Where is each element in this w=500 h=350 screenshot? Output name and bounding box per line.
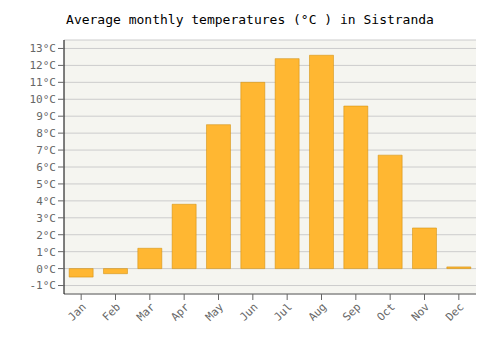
- svg-text:13°C: 13°C: [30, 42, 57, 55]
- svg-text:Apr: Apr: [169, 300, 193, 324]
- svg-text:12°C: 12°C: [30, 59, 57, 72]
- svg-text:0°C: 0°C: [36, 263, 56, 276]
- svg-text:6°C: 6°C: [36, 161, 56, 174]
- svg-text:-1°C: -1°C: [30, 279, 57, 292]
- svg-text:11°C: 11°C: [30, 76, 57, 89]
- svg-text:Sep: Sep: [340, 300, 363, 323]
- svg-text:3°C: 3°C: [36, 212, 56, 225]
- svg-text:Aug: Aug: [306, 300, 329, 323]
- svg-text:1°C: 1°C: [36, 246, 56, 259]
- svg-text:2°C: 2°C: [36, 229, 56, 242]
- svg-text:Nov: Nov: [409, 300, 433, 324]
- svg-text:9°C: 9°C: [36, 110, 56, 123]
- svg-text:10°C: 10°C: [30, 93, 57, 106]
- svg-text:May: May: [203, 300, 227, 324]
- svg-text:Feb: Feb: [100, 300, 123, 323]
- svg-text:4°C: 4°C: [36, 195, 56, 208]
- svg-text:Jul: Jul: [272, 300, 295, 323]
- svg-text:7°C: 7°C: [36, 144, 56, 157]
- svg-text:8°C: 8°C: [36, 127, 56, 140]
- svg-text:Oct: Oct: [375, 300, 398, 323]
- svg-text:5°C: 5°C: [36, 178, 56, 191]
- svg-text:Jun: Jun: [237, 300, 260, 323]
- svg-text:Jan: Jan: [66, 300, 89, 323]
- svg-text:Dec: Dec: [443, 300, 466, 323]
- svg-text:Mar: Mar: [134, 300, 158, 324]
- html-text:Average monthly temperatures (: Average monthly temperatures (°C ) in Si…: [66, 12, 434, 27]
